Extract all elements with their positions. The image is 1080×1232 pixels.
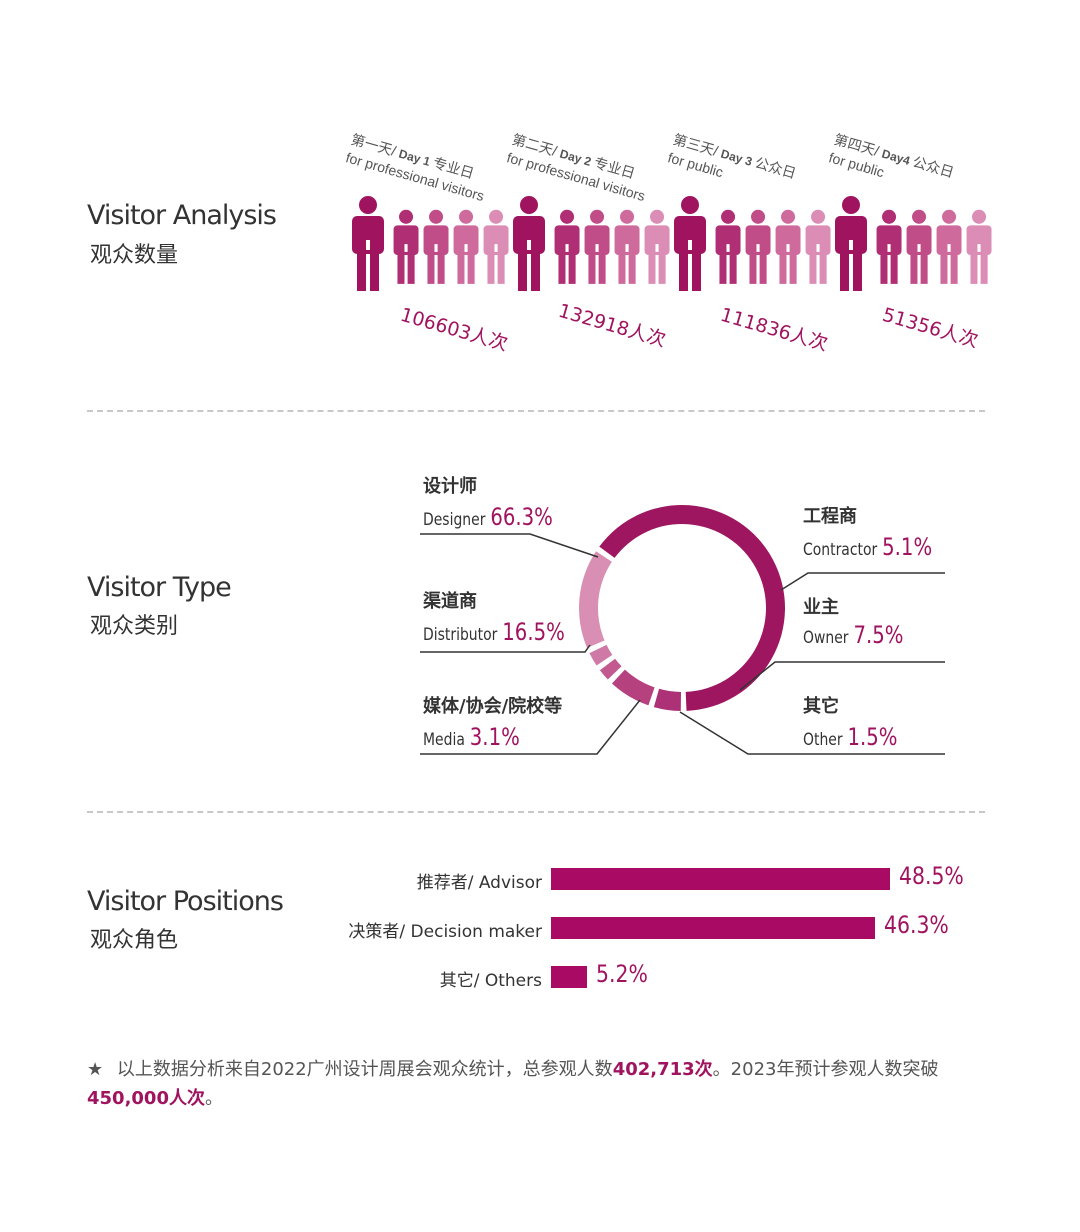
type-label-pct: 5.1%	[882, 533, 933, 561]
type-label-cn-media: 媒体/协会/院校等	[423, 696, 563, 717]
type-label-pct: 7.5%	[853, 621, 904, 649]
leader-line-other	[679, 711, 945, 755]
person-icon	[876, 209, 902, 284]
type-label-media: Media 3.1%	[423, 723, 520, 751]
type-label-en: Designer	[423, 510, 486, 530]
person-icon	[936, 209, 962, 284]
visitor-analysis-title-cn: 观众数量	[90, 243, 179, 268]
visitor-day-4-main-icon	[835, 196, 867, 291]
person-icon	[554, 209, 580, 284]
person-icon	[966, 209, 992, 284]
type-label-cn-designer: 设计师	[423, 476, 477, 497]
visitor-day-1-main-icon	[352, 196, 384, 291]
type-label-pct: 66.3%	[490, 503, 553, 531]
type-label-en: Owner	[803, 628, 849, 648]
type-label-cn-owner: 业主	[803, 597, 839, 618]
donut-slice-owner	[611, 669, 655, 706]
type-label-owner: Owner 7.5%	[803, 621, 903, 649]
donut-slice-contractor	[653, 688, 682, 711]
star-icon: ★	[87, 1059, 104, 1080]
person-icon	[805, 209, 831, 284]
position-pct-3: 5.2%	[596, 960, 649, 988]
position-pct-2: 46.3%	[883, 911, 949, 939]
footnote-text-2: 。2023年预计参观人数突破	[712, 1059, 939, 1080]
person-icon	[453, 209, 479, 284]
type-label-contractor: Contractor 5.1%	[803, 533, 932, 561]
people-pictogram	[352, 196, 992, 291]
person-icon	[775, 209, 801, 284]
type-label-cn-other: 其它	[803, 696, 839, 717]
position-pct-1: 48.5%	[899, 862, 964, 890]
visitor-type-title: Visitor Type	[87, 572, 232, 603]
donut-slice-media	[589, 644, 613, 666]
type-label-en: Other	[803, 730, 843, 750]
visitor-day-3-main-icon	[674, 196, 706, 291]
position-bar-1	[551, 868, 890, 890]
footnote: ★ 以上数据分析来自2022广州设计周展会观众统计，总参观人数402,713次。…	[87, 1055, 977, 1113]
footnote-text-1: 以上数据分析来自2022广州设计周展会观众统计，总参观人数	[116, 1059, 613, 1080]
position-label-3: 其它/ Others	[439, 971, 542, 991]
position-label-2: 决策者/ Decision maker	[348, 922, 542, 942]
donut-slice-other	[599, 658, 622, 680]
person-icon	[906, 209, 932, 284]
leader-line-owner	[739, 661, 945, 691]
person-icon	[614, 209, 640, 284]
type-label-cn-distributor: 渠道商	[423, 591, 477, 612]
donut-slice-distributor	[578, 551, 612, 648]
type-label-cn-contractor: 工程商	[803, 506, 857, 527]
divider-2	[87, 811, 985, 813]
footnote-total: 402,713次	[612, 1059, 713, 1080]
position-bar-2	[551, 917, 875, 939]
leader-line-contractor	[780, 572, 945, 591]
leader-line-designer	[420, 533, 599, 558]
visitor-type-donut	[420, 505, 945, 755]
type-label-en: Media	[423, 730, 465, 750]
type-label-designer: Designer 66.3%	[423, 503, 553, 531]
type-label-other: Other 1.5%	[803, 723, 898, 751]
footnote-forecast: 450,000人次	[87, 1088, 205, 1109]
person-icon	[715, 209, 741, 284]
type-label-pct: 3.1%	[469, 723, 520, 751]
visitor-positions-title-cn: 观众角色	[90, 928, 179, 953]
visitor-day-2-main-icon	[513, 196, 545, 291]
type-label-en: Distributor	[423, 625, 498, 645]
type-label-pct: 16.5%	[502, 618, 565, 646]
visitor-positions-title: Visitor Positions	[87, 886, 284, 917]
person-icon	[644, 209, 670, 284]
leader-line-distributor	[420, 644, 591, 653]
position-bar-3	[551, 966, 588, 988]
person-icon	[483, 209, 509, 284]
person-icon	[393, 209, 419, 284]
footnote-text-3: 。	[204, 1088, 223, 1109]
person-icon	[584, 209, 610, 284]
visitor-analysis-title: Visitor Analysis	[87, 200, 277, 231]
person-icon	[745, 209, 771, 284]
position-label-1: 推荐者/ Advisor	[416, 873, 542, 893]
type-label-pct: 1.5%	[847, 723, 898, 751]
person-icon	[423, 209, 449, 284]
type-label-en: Contractor	[803, 540, 878, 560]
leader-line-media	[420, 699, 641, 755]
type-label-distributor: Distributor 16.5%	[423, 618, 565, 646]
divider-1	[87, 410, 985, 412]
visitor-type-title-cn: 观众类别	[90, 614, 179, 639]
